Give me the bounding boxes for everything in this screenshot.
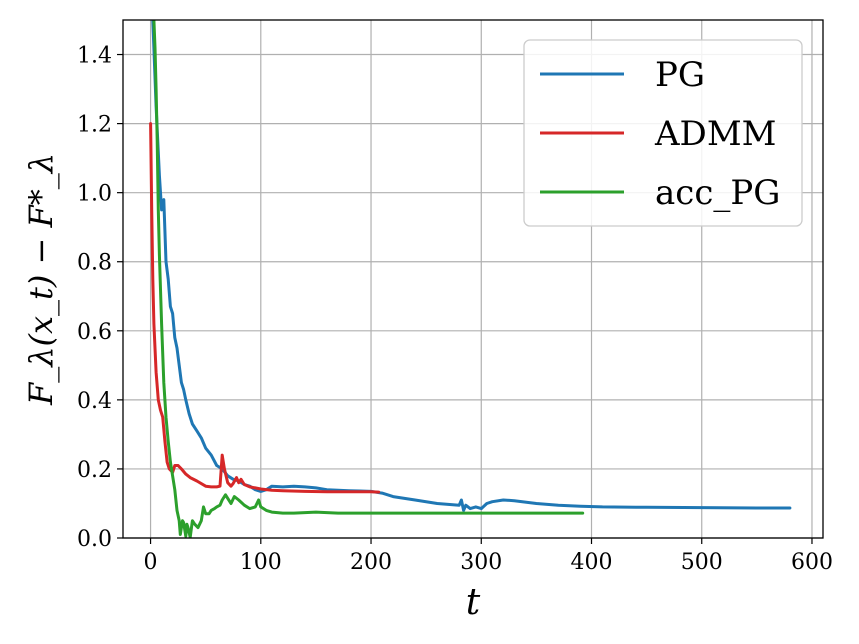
series-line-pg [151, 20, 792, 512]
y-tick-label: 1.4 [77, 44, 112, 69]
legend-label-admm: ADMM [654, 114, 776, 154]
legend-box [523, 39, 803, 227]
y-tick-label: 0.8 [77, 251, 112, 276]
x-tick-label: 0 [144, 550, 158, 575]
series-line-acc-pg [152, 20, 585, 538]
x-tick-label: 200 [350, 550, 392, 575]
x-tick-label: 500 [681, 550, 723, 575]
y-tick-label: 0.6 [77, 320, 112, 345]
plot-frame [122, 19, 824, 539]
legend: PG ADMM acc_PG [523, 39, 803, 227]
y-tick-label: 0.2 [77, 458, 112, 483]
legend-label-acc-pg: acc_PG [655, 173, 780, 213]
x-axis-label: t [466, 582, 481, 623]
y-tick-label: 1.0 [77, 182, 112, 207]
series-line-admm [149, 122, 381, 494]
series-layer [149, 20, 792, 538]
y-tick-label: 0.4 [77, 389, 112, 414]
legend-label-pg: PG [655, 55, 705, 95]
x-tick-label: 300 [460, 550, 502, 575]
y-tick-label: 1.2 [77, 113, 112, 138]
x-tick-label: 600 [791, 550, 833, 575]
x-tick-label: 400 [571, 550, 613, 575]
y-axis-label: F_λ(x_t) − F*_λ [22, 153, 60, 406]
y-tick-label: 0.0 [77, 527, 112, 552]
x-tick-label: 100 [240, 550, 282, 575]
ticks: 0 100 200 300 400 500 600 0.0 0.2 0.4 0.6 0.8 1.0 1.2… [77, 44, 833, 575]
